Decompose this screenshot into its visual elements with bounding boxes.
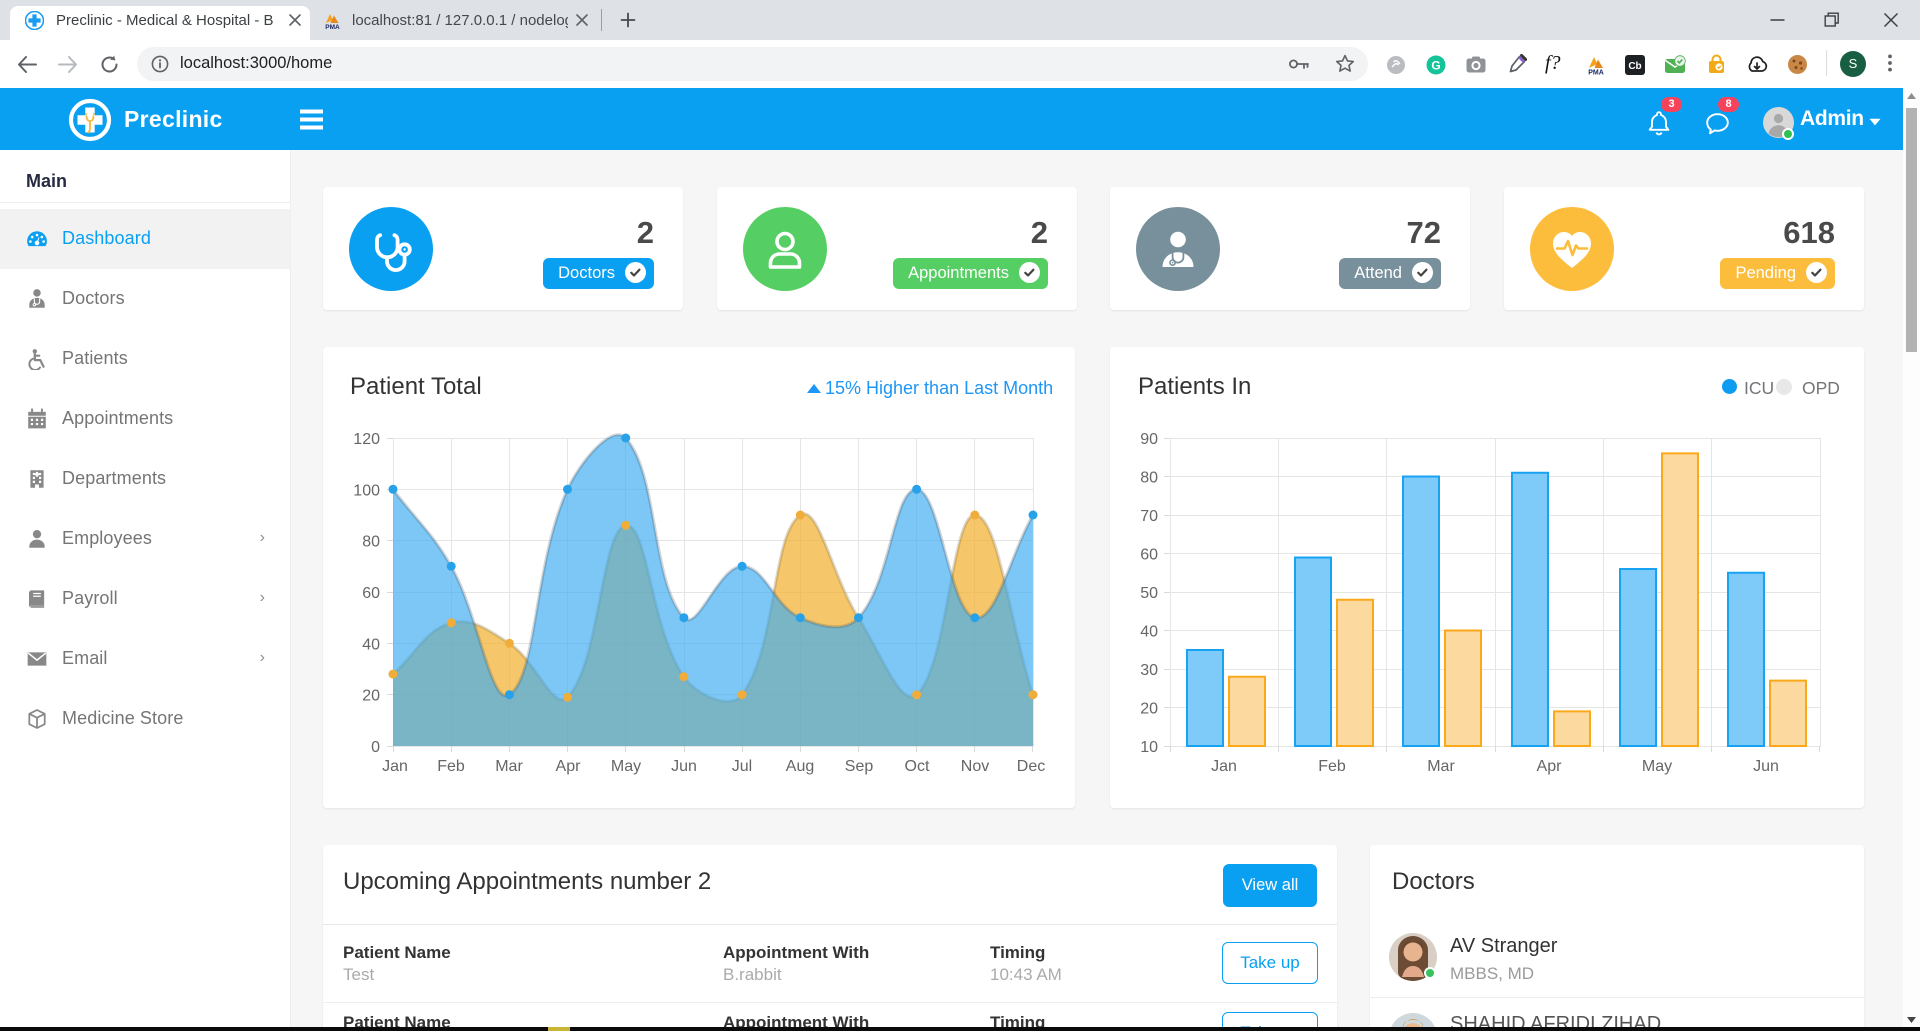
svg-text:Mar: Mar: [495, 758, 523, 775]
svg-text:90: 90: [1140, 431, 1158, 448]
svg-text:Mar: Mar: [1427, 758, 1455, 775]
svg-text:Jan: Jan: [382, 758, 408, 775]
svg-text:40: 40: [1140, 624, 1158, 641]
svg-text:G: G: [1431, 59, 1440, 73]
svg-text:Oct: Oct: [905, 758, 930, 775]
svg-text:Sep: Sep: [845, 758, 874, 775]
svg-text:May: May: [611, 758, 641, 775]
svg-text:20: 20: [1140, 701, 1158, 718]
svg-text:Feb: Feb: [437, 758, 465, 775]
svg-text:Apr: Apr: [556, 758, 582, 775]
svg-text:Jan: Jan: [1211, 758, 1237, 775]
svg-text:10: 10: [1140, 739, 1158, 756]
svg-text:Cb: Cb: [1628, 61, 1641, 72]
svg-text:Dec: Dec: [1017, 758, 1045, 775]
svg-text:60: 60: [1140, 547, 1158, 564]
svg-text:80: 80: [1140, 470, 1158, 487]
svg-text:Jun: Jun: [671, 758, 697, 775]
svg-text:20: 20: [362, 688, 380, 705]
svg-text:40: 40: [362, 636, 380, 653]
svg-text:60: 60: [362, 585, 380, 602]
svg-text:Apr: Apr: [1537, 758, 1563, 775]
svg-text:Nov: Nov: [961, 758, 989, 775]
svg-text:Aug: Aug: [786, 758, 814, 775]
svg-text:Feb: Feb: [1318, 758, 1346, 775]
svg-text:May: May: [1642, 758, 1672, 775]
svg-text:0: 0: [371, 739, 380, 756]
svg-text:70: 70: [1140, 508, 1158, 525]
svg-text:Jun: Jun: [1753, 758, 1779, 775]
svg-text:PMA: PMA: [325, 24, 340, 31]
svg-text:100: 100: [353, 482, 380, 499]
svg-text:120: 120: [353, 431, 380, 448]
svg-text:PMA: PMA: [1588, 70, 1604, 77]
svg-text:Jul: Jul: [732, 758, 752, 775]
svg-text:80: 80: [362, 534, 380, 551]
svg-text:30: 30: [1140, 662, 1158, 679]
svg-text:50: 50: [1140, 585, 1158, 602]
